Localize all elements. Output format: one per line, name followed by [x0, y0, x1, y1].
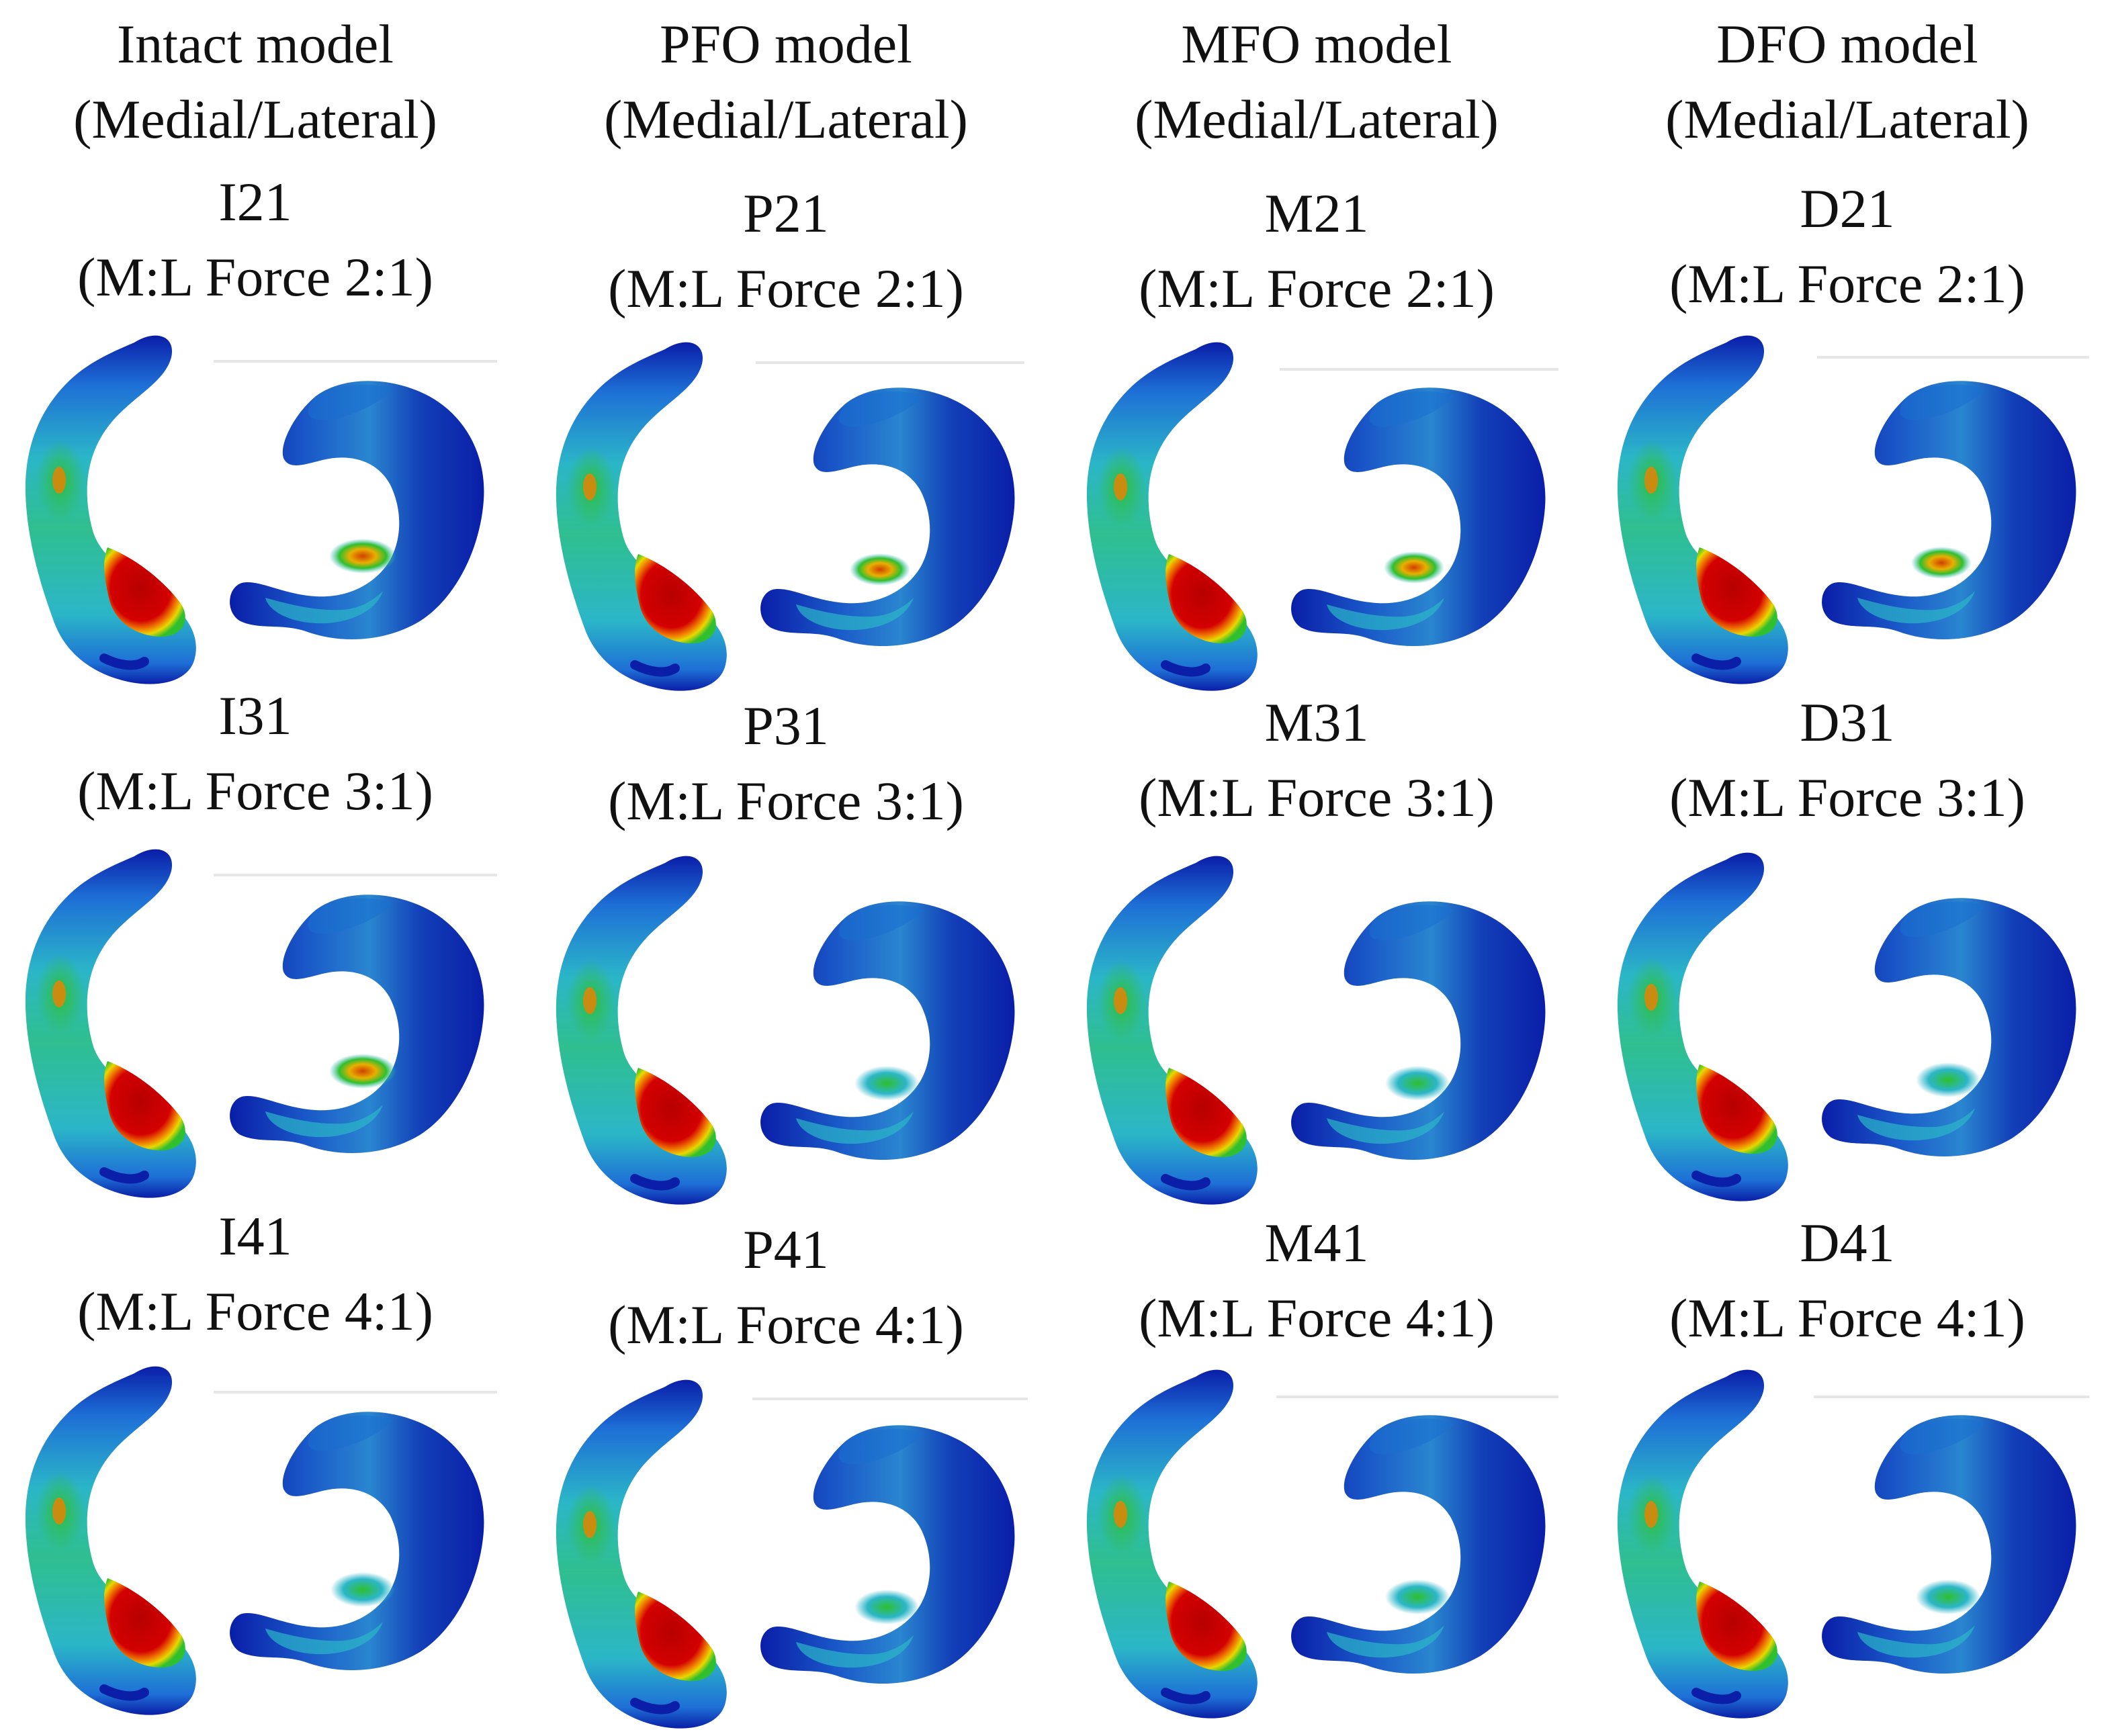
model-code: I31	[218, 685, 292, 746]
cell-label-d21: D21 (M:L Force 2:1)	[1592, 171, 2103, 322]
cell-label-d31: D31 (M:L Force 3:1)	[1592, 685, 2103, 835]
meniscus-plot-d41	[1592, 1350, 2103, 1726]
model-code: P41	[743, 1219, 829, 1280]
column-title: Intact model	[116, 13, 394, 75]
meniscus-plot-i31	[0, 829, 511, 1205]
force-ratio: (M:L Force 2:1)	[1139, 258, 1495, 319]
cell-label-m21: M21 (M:L Force 2:1)	[1061, 176, 1572, 326]
cell-label-p21: P21 (M:L Force 2:1)	[531, 176, 1041, 326]
meniscus-plot-d31	[1592, 833, 2103, 1209]
meniscus-plot-p31	[531, 836, 1041, 1212]
cell-label-i41: I41 (M:L Force 4:1)	[0, 1199, 511, 1349]
force-ratio: (M:L Force 2:1)	[608, 258, 964, 319]
model-code: D31	[1800, 692, 1895, 753]
force-ratio: (M:L Force 4:1)	[1669, 1287, 2025, 1349]
model-code: I41	[218, 1205, 292, 1267]
force-ratio: (M:L Force 4:1)	[77, 1281, 433, 1342]
column-subtitle: (Medial/Lateral)	[1665, 89, 2029, 150]
force-ratio: (M:L Force 3:1)	[1139, 767, 1495, 828]
model-code: D21	[1800, 178, 1895, 239]
meniscus-plot-m31	[1061, 836, 1572, 1212]
column-title: DFO model	[1716, 13, 1978, 75]
meniscus-plot-p41	[531, 1360, 1041, 1736]
model-code: P21	[743, 183, 829, 244]
cell-label-i31: I31 (M:L Force 3:1)	[0, 678, 511, 829]
column-header-pfo: PFO model (Medial/Lateral)	[531, 7, 1041, 157]
column-subtitle: (Medial/Lateral)	[1135, 89, 1499, 150]
model-code: M31	[1264, 692, 1369, 753]
cell-label-d41: D41 (M:L Force 4:1)	[1592, 1205, 2103, 1356]
model-code: D41	[1800, 1212, 1895, 1273]
meniscus-plot-i21	[0, 316, 511, 692]
column-subtitle: (Medial/Lateral)	[604, 89, 968, 150]
cell-label-m41: M41 (M:L Force 4:1)	[1061, 1205, 1572, 1356]
meniscus-plot-d21	[1592, 316, 2103, 692]
force-ratio: (M:L Force 4:1)	[608, 1294, 964, 1355]
force-ratio: (M:L Force 4:1)	[1139, 1287, 1495, 1349]
force-ratio: (M:L Force 3:1)	[608, 770, 964, 831]
meniscus-plot-m41	[1061, 1350, 1572, 1726]
column-header-dfo: DFO model (Medial/Lateral)	[1592, 7, 2103, 157]
meniscus-plot-m21	[1061, 322, 1572, 698]
cell-label-i21: I21 (M:L Force 2:1)	[0, 165, 511, 315]
model-code: I21	[218, 171, 292, 232]
force-ratio: (M:L Force 3:1)	[77, 760, 433, 821]
force-ratio: (M:L Force 2:1)	[1669, 253, 2025, 314]
column-subtitle: (Medial/Lateral)	[73, 89, 437, 150]
model-code: M41	[1264, 1212, 1369, 1273]
meniscus-plot-p21	[531, 322, 1041, 698]
column-title: MFO model	[1181, 13, 1452, 75]
cell-label-p31: P31 (M:L Force 3:1)	[531, 688, 1041, 839]
meniscus-plot-i41	[0, 1346, 511, 1723]
cell-label-m31: M31 (M:L Force 3:1)	[1061, 685, 1572, 835]
model-code: P31	[743, 695, 829, 756]
column-header-mfo: MFO model (Medial/Lateral)	[1061, 7, 1572, 157]
model-code: M21	[1264, 183, 1369, 244]
column-title: PFO model	[660, 13, 912, 75]
column-header-intact: Intact model (Medial/Lateral)	[0, 7, 511, 157]
force-ratio: (M:L Force 2:1)	[77, 246, 433, 308]
cell-label-p41: P41 (M:L Force 4:1)	[531, 1212, 1041, 1363]
force-ratio: (M:L Force 3:1)	[1669, 767, 2025, 828]
